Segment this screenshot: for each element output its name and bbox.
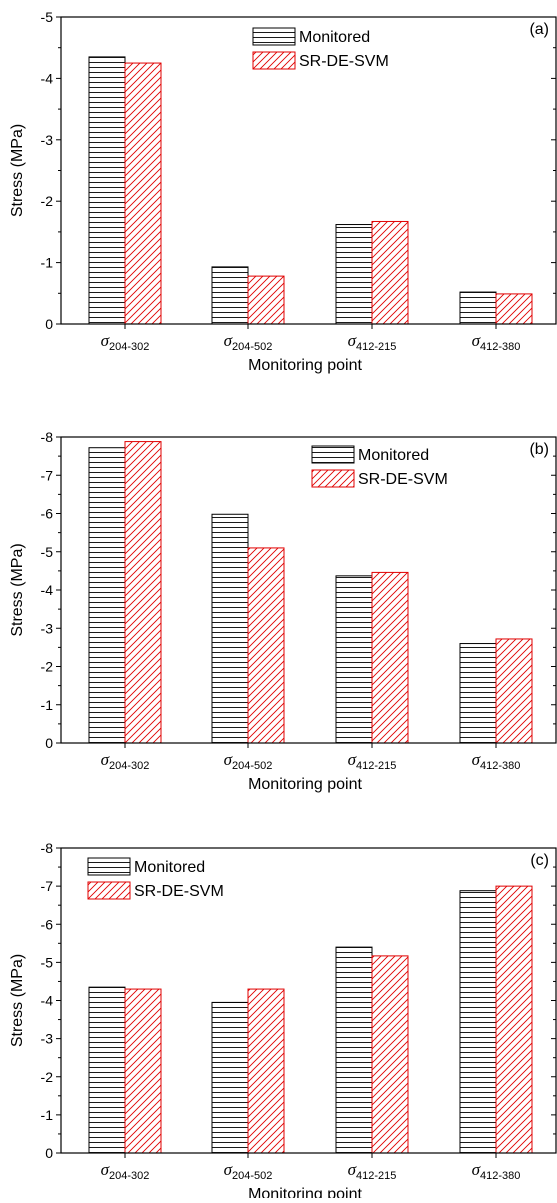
bar-monitored-3 — [335, 575, 373, 744]
bar-monitored-2 — [211, 1001, 249, 1154]
bar-monitored-1 — [88, 447, 126, 744]
x-tick-label: σ412-215 — [348, 331, 397, 353]
bar-sr-de-svm-3 — [371, 220, 409, 325]
y-tick-label: -4 — [41, 582, 54, 598]
panel-label: (c) — [530, 852, 549, 869]
bar-sr-de-svm-2 — [247, 275, 285, 325]
x-axis-label: Monitoring point — [248, 357, 362, 374]
y-tick-label: -3 — [41, 620, 54, 636]
x-tick-label: σ412-215 — [348, 750, 397, 772]
y-tick-label: -5 — [41, 544, 54, 560]
y-tick-label: -2 — [41, 659, 54, 675]
y-tick-label: -6 — [41, 506, 54, 522]
bar-monitored-3 — [335, 224, 373, 325]
bar-sr-de-svm-1 — [124, 988, 162, 1154]
bar-monitored-1 — [88, 56, 126, 325]
y-tick-label: -8 — [41, 840, 54, 856]
panel-label: (b) — [529, 441, 549, 458]
x-tick-label: σ412-380 — [472, 331, 521, 353]
legend-swatch-sr-de-svm — [252, 51, 296, 70]
bar-monitored-1 — [88, 986, 126, 1154]
legend-swatch-monitored — [311, 445, 355, 464]
x-tick-label: σ412-380 — [472, 1160, 521, 1182]
bar-sr-de-svm-2 — [247, 988, 285, 1154]
bar-sr-de-svm-3 — [371, 571, 409, 744]
bar-sr-de-svm-1 — [124, 441, 162, 744]
x-tick-label: σ204-302 — [101, 331, 150, 353]
x-tick-label: σ412-215 — [348, 1160, 397, 1182]
bar-monitored-3 — [335, 946, 373, 1154]
legend-swatch-sr-de-svm — [311, 469, 355, 488]
y-axis-label: Stress (MPa) — [9, 954, 26, 1047]
bar-monitored-2 — [211, 266, 249, 325]
y-tick-label: -3 — [41, 1031, 54, 1047]
y-tick-label: -4 — [41, 993, 54, 1009]
x-tick-label: σ204-302 — [101, 1160, 150, 1182]
x-tick-label: σ204-502 — [224, 331, 273, 353]
chart-panel-a: 0 -1 -2 -3 -4 -5 σ204-302 σ204-502 σ412-215 σ412-… — [9, 9, 557, 374]
y-axis-label: Stress (MPa) — [9, 543, 26, 636]
legend-label-monitored: Monitored — [134, 859, 205, 876]
y-tick-label: -2 — [41, 1069, 54, 1085]
y-tick-label: -1 — [41, 697, 54, 713]
bar-sr-de-svm-3 — [371, 955, 409, 1154]
y-tick-label: -7 — [41, 878, 54, 894]
bar-monitored-4 — [459, 291, 497, 325]
y-tick-label: -2 — [41, 193, 54, 209]
y-tick-label: -5 — [41, 954, 54, 970]
y-tick-label: -4 — [41, 70, 54, 86]
bar-sr-de-svm-2 — [247, 547, 285, 744]
x-tick-label: σ412-380 — [472, 750, 521, 772]
x-tick-label: σ204-502 — [224, 1160, 273, 1182]
x-axis-label: Monitoring point — [248, 1186, 362, 1198]
bar-monitored-4 — [459, 643, 497, 744]
y-axis-label: Stress (MPa) — [9, 124, 26, 217]
panel-label: (a) — [529, 21, 549, 38]
bar-sr-de-svm-4 — [495, 885, 533, 1154]
bar-sr-de-svm-4 — [495, 638, 533, 744]
y-tick-label: -1 — [41, 255, 54, 271]
legend-swatch-monitored — [87, 857, 131, 876]
x-axis-label: Monitoring point — [248, 776, 362, 793]
legend-swatch-monitored — [252, 27, 296, 46]
y-tick-label: -8 — [41, 429, 54, 445]
bar-monitored-4 — [459, 890, 497, 1154]
y-tick-label: -7 — [41, 467, 54, 483]
legend-label-monitored: Monitored — [358, 447, 429, 464]
bar-monitored-2 — [211, 513, 249, 744]
y-tick-label: -6 — [41, 916, 54, 932]
y-tick-label: 0 — [45, 316, 53, 332]
legend-label-monitored: Monitored — [299, 29, 370, 46]
legend-label-sr-de-svm: SR-DE-SVM — [299, 53, 389, 70]
legend-label-sr-de-svm: SR-DE-SVM — [358, 471, 448, 488]
chart-panel-c: 0 -1 -2 -3 -4 -5 -6 -7 -8 σ204-302 σ204-502 σ412-21… — [9, 840, 557, 1203]
y-tick-label: -1 — [41, 1107, 54, 1123]
y-tick-label: -3 — [41, 132, 54, 148]
chart-panel-b: 0 -1 -2 -3 -4 -5 -6 -7 -8 σ204-302 σ204-502 σ412-21… — [9, 429, 557, 793]
y-tick-label: 0 — [45, 735, 53, 751]
legend-label-sr-de-svm: SR-DE-SVM — [134, 883, 224, 900]
y-tick-label: 0 — [45, 1145, 53, 1161]
legend-swatch-sr-de-svm — [87, 881, 131, 900]
bar-sr-de-svm-1 — [124, 62, 162, 325]
x-tick-label: σ204-502 — [224, 750, 273, 772]
x-tick-label: σ204-302 — [101, 750, 150, 772]
y-tick-label: -5 — [41, 9, 54, 25]
bar-sr-de-svm-4 — [495, 293, 533, 325]
